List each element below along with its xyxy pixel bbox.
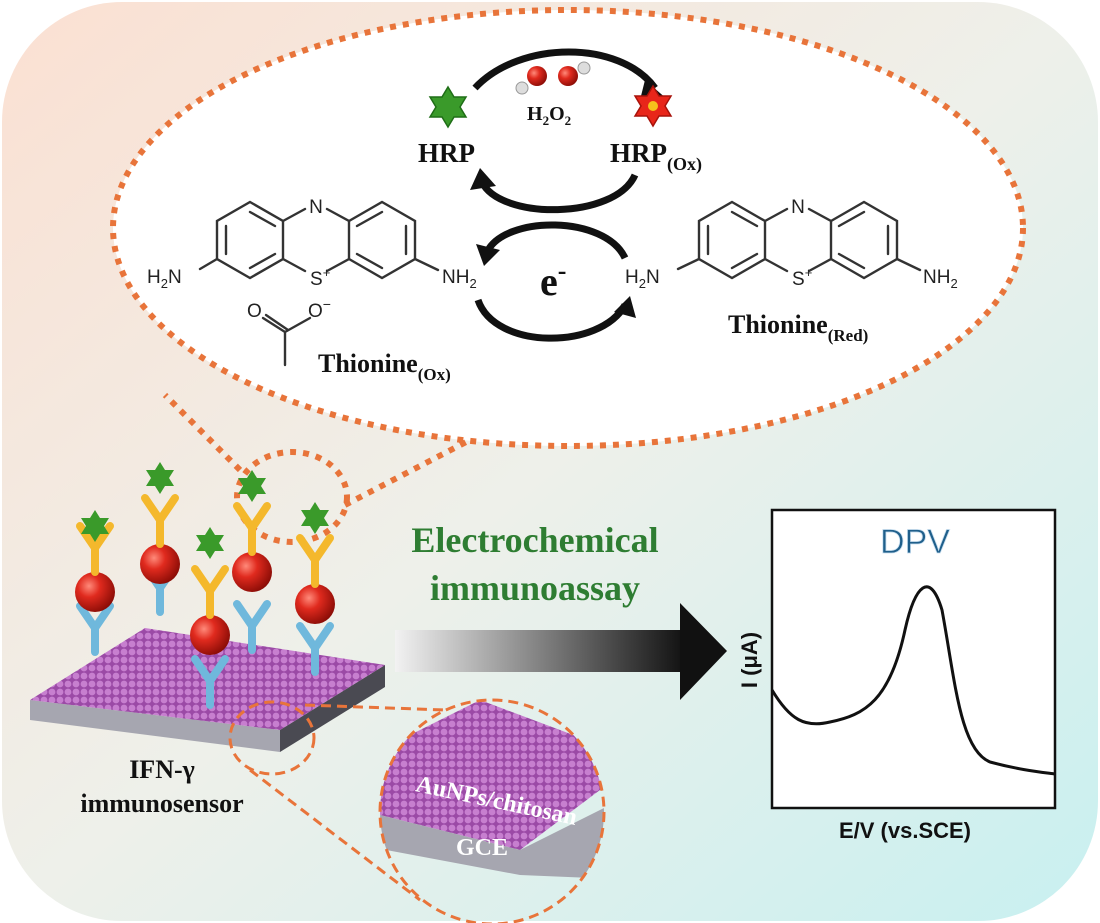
amine-nh: NH xyxy=(442,267,469,288)
atom-s-text: S xyxy=(792,269,805,290)
amine-left: H2N xyxy=(625,267,660,291)
thionine-ox-sub: (Ox) xyxy=(418,365,451,384)
amine-h: H xyxy=(147,267,161,288)
atom-s: S+ xyxy=(310,265,330,290)
thionine-red-sub: (Red) xyxy=(828,326,869,345)
arrow-head xyxy=(470,168,496,190)
atom-s: S+ xyxy=(792,265,812,290)
amine-sub: 2 xyxy=(639,276,646,291)
thionine-ox-label: Thionine(Ox) xyxy=(318,349,451,384)
amine-sub: 2 xyxy=(950,276,957,291)
zoom-line xyxy=(162,392,243,473)
h2o2-h: H xyxy=(527,103,543,125)
cycle-arrow xyxy=(472,48,658,91)
hrp-ox-text: HRP xyxy=(610,138,667,168)
dpv-frame xyxy=(770,508,1057,810)
acetate-o: O xyxy=(247,301,262,322)
sensor-label-1: IFN-γ xyxy=(129,755,195,784)
x-axis-label: E/V (vs.SCE) xyxy=(839,818,971,843)
amine-right: NH2 xyxy=(923,267,958,291)
thionine-red-text: Thionine xyxy=(728,310,828,339)
amine-nh: NH xyxy=(923,267,950,288)
hrp-ox-label: HRP(Ox) xyxy=(610,138,702,175)
amine-sub: 2 xyxy=(161,276,168,291)
cycle-arrow xyxy=(478,173,639,214)
acetate-o-text: O xyxy=(308,301,323,322)
layer-zoom xyxy=(380,700,604,880)
amine-h: H xyxy=(625,267,639,288)
electron-sup: - xyxy=(558,256,567,285)
amine-left: H2N xyxy=(147,267,182,291)
dpv-curve xyxy=(770,585,1056,776)
electrode-label: GCE xyxy=(456,835,508,861)
atom-s-charge: + xyxy=(805,265,813,280)
h2o2-o: O xyxy=(549,103,565,125)
amine-n: N xyxy=(646,267,660,288)
zoom-source xyxy=(234,449,350,545)
cycle-arrow xyxy=(483,221,629,260)
amine-n: N xyxy=(168,267,182,288)
process-arrow xyxy=(395,603,727,700)
atom-s-text: S xyxy=(310,269,323,290)
dpv-title: DPV xyxy=(880,523,950,561)
thionine-ox-structure xyxy=(198,200,440,367)
h2o2-sub: 2 xyxy=(565,113,572,128)
amine-right: NH2 xyxy=(442,267,477,291)
hrp-text: HRP xyxy=(418,138,475,168)
arrow-head xyxy=(614,296,636,318)
electron-label: e- xyxy=(540,256,566,304)
h2o2-label: H2O2 xyxy=(527,103,571,128)
sensor-label-2: immunosensor xyxy=(80,789,243,818)
atom-s-charge: + xyxy=(323,265,331,280)
hrp-ox-core xyxy=(648,101,658,111)
electron-e: e xyxy=(540,259,558,304)
immunocomplexes xyxy=(75,462,335,705)
assay-line-2: immunoassay xyxy=(430,568,640,608)
hrp-label: HRP xyxy=(418,138,475,168)
atom-n: N xyxy=(791,197,805,218)
thionine-red-label: Thionine(Red) xyxy=(728,310,868,345)
hrp-ox-sub: (Ox) xyxy=(667,154,702,175)
zoom-source-2 xyxy=(228,700,316,776)
hrp-star xyxy=(428,85,468,129)
atom-n: N xyxy=(309,197,323,218)
thionine-ox-text: Thionine xyxy=(318,349,418,378)
amine-sub: 2 xyxy=(469,276,476,291)
cycle-arrow xyxy=(474,298,629,342)
y-axis-label: I (μA) xyxy=(737,632,762,688)
h2o2-sub: 2 xyxy=(543,113,550,128)
assay-line-1: Electrochemical xyxy=(411,520,658,560)
h2o2-molecule xyxy=(515,61,591,95)
zoom-circle xyxy=(378,698,606,923)
acetate-o-minus: O− xyxy=(308,296,331,322)
zoom-line xyxy=(249,768,421,902)
acetate-charge: − xyxy=(323,296,331,312)
arrow-head xyxy=(476,244,500,266)
zoom-line xyxy=(343,437,472,508)
thionine-red-structure xyxy=(676,200,922,280)
zoom-line xyxy=(304,703,446,712)
